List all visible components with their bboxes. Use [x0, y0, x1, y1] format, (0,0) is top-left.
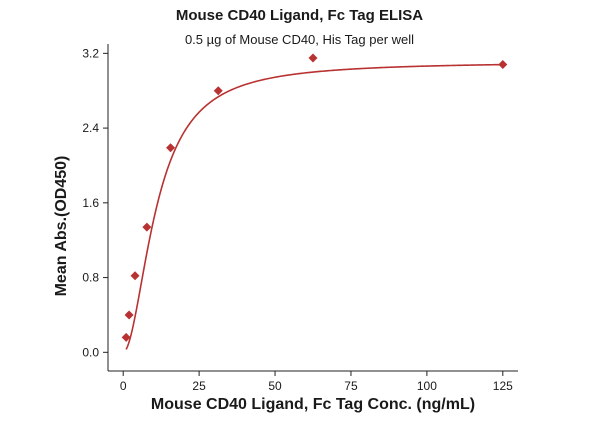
- data-point: [213, 86, 223, 96]
- data-point: [130, 271, 140, 281]
- fit-curve: [125, 63, 503, 350]
- data-point: [308, 53, 318, 63]
- y-tick-label: 0.0: [82, 345, 99, 359]
- y-axis-label: Mean Abs.(OD450): [53, 156, 70, 297]
- x-tick-label: 0: [120, 379, 127, 393]
- x-tick-label: 100: [417, 379, 437, 393]
- axes: [107, 44, 518, 372]
- tick-marks: 0 25 50 75 100 125 0.0 0.8 1.6 2.4 3.2: [82, 46, 513, 393]
- data-point: [166, 143, 176, 153]
- x-tick-label: 125: [493, 379, 513, 393]
- y-tick-label: 1.6: [82, 196, 99, 210]
- data-points: [121, 53, 508, 342]
- x-tick-label: 25: [192, 379, 206, 393]
- data-point: [124, 310, 134, 320]
- y-tick-label: 2.4: [82, 121, 99, 135]
- x-tick-label: 75: [344, 379, 358, 393]
- x-tick-label: 50: [268, 379, 282, 393]
- data-point: [142, 222, 152, 232]
- chart-subtitle: 0.5 µg of Mouse CD40, His Tag per well: [184, 32, 415, 47]
- chart-title: Mouse CD40 Ligand, Fc Tag ELISA: [175, 7, 424, 24]
- fit-curve-layer: [125, 63, 503, 350]
- y-tick-label: 3.2: [82, 46, 99, 60]
- data-point: [121, 332, 131, 342]
- y-tick-label: 0.8: [82, 271, 99, 285]
- x-axis-label: Mouse CD40 Ligand, Fc Tag Conc. (ng/mL): [151, 396, 475, 413]
- data-point: [498, 60, 508, 70]
